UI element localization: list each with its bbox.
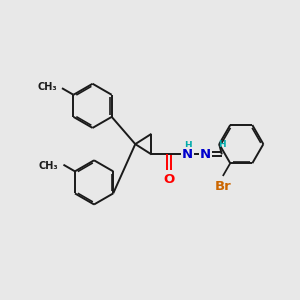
Text: H: H: [184, 141, 192, 150]
Text: N: N: [200, 148, 211, 161]
Text: CH₃: CH₃: [38, 161, 58, 171]
Text: H: H: [219, 140, 226, 149]
Text: Br: Br: [214, 179, 231, 193]
Text: N: N: [182, 148, 193, 161]
Text: CH₃: CH₃: [37, 82, 57, 92]
Text: O: O: [164, 173, 175, 186]
